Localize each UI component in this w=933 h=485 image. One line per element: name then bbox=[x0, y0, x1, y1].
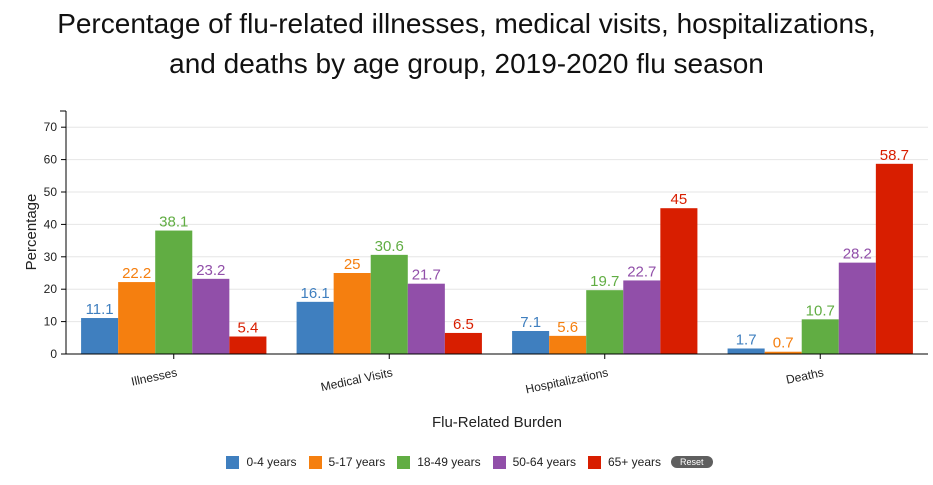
bar-group bbox=[81, 163, 913, 354]
data-label: 21.7 bbox=[412, 267, 441, 284]
data-labels: 11.1 22.2 38.1 23.2 5.4 16.1 25 30.6 21.7 6.5 7.1 5… bbox=[86, 147, 909, 352]
bar bbox=[333, 273, 371, 354]
bar bbox=[875, 163, 913, 354]
bar bbox=[586, 290, 624, 354]
chart-title: Percentage of flu-related illnesses, med… bbox=[0, 4, 933, 84]
data-label: 58.7 bbox=[880, 147, 909, 164]
legend-label: 18-49 years bbox=[417, 455, 481, 469]
bar bbox=[407, 283, 445, 354]
data-label: 22.7 bbox=[627, 263, 656, 280]
data-label: 7.1 bbox=[520, 314, 541, 331]
data-label: 5.6 bbox=[557, 319, 578, 336]
y-tick-label: 40 bbox=[44, 217, 58, 231]
legend-swatch bbox=[308, 455, 322, 469]
data-label: 0.7 bbox=[773, 335, 794, 352]
x-tick-label: Deaths bbox=[785, 365, 825, 387]
chart-title-line-2: and deaths by age group, 2019-2020 flu s… bbox=[169, 48, 764, 79]
legend-item[interactable]: 50-64 years bbox=[492, 455, 576, 469]
y-tick-label: 20 bbox=[44, 282, 58, 296]
data-label: 22.2 bbox=[122, 265, 151, 282]
bar bbox=[444, 332, 482, 354]
reset-button[interactable]: Reset bbox=[671, 456, 713, 468]
legend: 0-4 years 5-17 years 18-49 years 50-64 year… bbox=[0, 455, 933, 469]
data-label: 45 bbox=[671, 191, 688, 208]
legend-item[interactable]: 18-49 years bbox=[397, 455, 481, 469]
legend-label: 50-64 years bbox=[512, 455, 576, 469]
data-label: 30.6 bbox=[375, 238, 404, 255]
legend-item[interactable]: 0-4 years bbox=[226, 455, 297, 469]
bar bbox=[838, 262, 876, 354]
legend-swatch bbox=[587, 455, 601, 469]
bar bbox=[155, 230, 193, 354]
y-tick-label: 70 bbox=[44, 120, 58, 134]
data-label: 11.1 bbox=[86, 301, 114, 318]
data-label: 10.7 bbox=[806, 302, 835, 319]
data-label: 16.1 bbox=[301, 285, 330, 302]
data-label: 1.7 bbox=[736, 331, 757, 348]
bar bbox=[229, 336, 267, 354]
x-axis-label: Flu-Related Burden bbox=[432, 414, 562, 431]
legend-label: 65+ years bbox=[607, 455, 661, 469]
y-axis-label: Percentage bbox=[23, 194, 40, 271]
legend-swatch bbox=[397, 455, 411, 469]
bar bbox=[370, 254, 408, 354]
bar bbox=[192, 278, 230, 354]
bar bbox=[118, 282, 156, 354]
legend-item[interactable]: 65+ years bbox=[587, 455, 661, 469]
data-label: 5.4 bbox=[237, 320, 258, 337]
y-tick-label: 30 bbox=[44, 250, 58, 264]
legend-label: 0-4 years bbox=[246, 455, 297, 469]
legend-label: 5-17 years bbox=[328, 455, 386, 469]
bar-chart: 11.1 22.2 38.1 23.2 5.4 16.1 25 30.6 21.7 6.5 7.1 5… bbox=[23, 110, 928, 431]
chart-title-line-1: Percentage of flu-related illnesses, med… bbox=[57, 8, 876, 39]
legend-swatch bbox=[226, 455, 240, 469]
x-tick-label: Illnesses bbox=[130, 365, 179, 388]
bar bbox=[727, 348, 765, 354]
bar bbox=[512, 330, 550, 354]
legend-swatch bbox=[492, 455, 506, 469]
x-tick-label: Medical Visits bbox=[319, 365, 393, 394]
bar bbox=[764, 351, 802, 354]
data-label: 19.7 bbox=[590, 273, 619, 290]
y-tick-label: 50 bbox=[44, 185, 58, 199]
bar bbox=[623, 280, 661, 354]
data-label: 25 bbox=[344, 256, 361, 273]
bar bbox=[81, 318, 119, 354]
bar bbox=[660, 208, 698, 354]
data-label: 38.1 bbox=[159, 214, 188, 231]
bar bbox=[296, 301, 334, 354]
bar bbox=[549, 335, 587, 354]
data-label: 6.5 bbox=[453, 316, 474, 333]
data-label: 28.2 bbox=[843, 246, 872, 263]
y-tick-label: 0 bbox=[50, 347, 57, 361]
legend-item[interactable]: 5-17 years bbox=[308, 455, 386, 469]
bar bbox=[801, 319, 839, 354]
data-label: 23.2 bbox=[196, 262, 225, 279]
y-tick-label: 60 bbox=[44, 153, 58, 167]
x-tick-label: Hospitalizations bbox=[524, 365, 609, 396]
y-tick-label: 10 bbox=[44, 315, 58, 329]
